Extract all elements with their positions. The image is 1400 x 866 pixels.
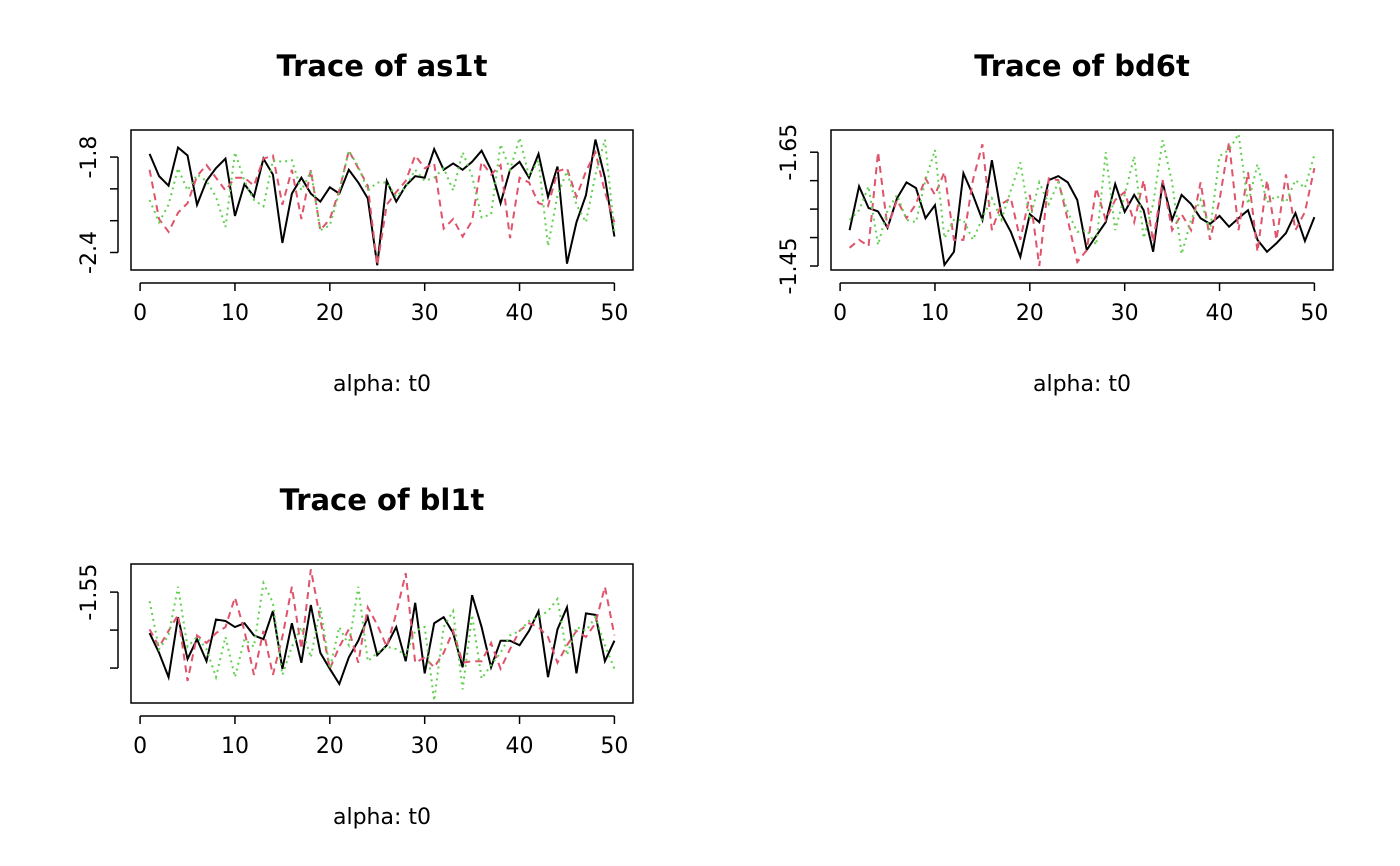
- x-tick-label: 10: [921, 301, 949, 326]
- y-tick-label: -1.8: [77, 136, 102, 179]
- y-tick-label: -1.55: [77, 564, 102, 621]
- x-tick-label: 50: [600, 734, 628, 759]
- x-tick-label: 0: [133, 734, 147, 759]
- x-tick-label: 30: [1111, 301, 1139, 326]
- x-tick-label: 10: [221, 734, 249, 759]
- trace-line: [148, 594, 616, 687]
- x-axis-label: alpha: t0: [1033, 372, 1131, 397]
- plot-box: [130, 563, 634, 704]
- trace-line: [848, 159, 1316, 268]
- x-tick-label: 40: [506, 734, 534, 759]
- trace-line: [148, 134, 616, 247]
- x-tick-label: 0: [833, 301, 847, 326]
- x-tick-label: 50: [1300, 301, 1328, 326]
- x-tick-label: 30: [411, 301, 439, 326]
- trace-line: [848, 141, 1316, 267]
- trace-line: [848, 131, 1316, 255]
- x-tick-label: 40: [506, 301, 534, 326]
- x-tick-label: 20: [316, 734, 344, 759]
- x-tick-label: 50: [600, 301, 628, 326]
- y-tick-label: -1.45: [777, 238, 802, 295]
- x-tick-label: 20: [316, 301, 344, 326]
- trace-line: [148, 579, 616, 701]
- x-tick-label: 0: [133, 301, 147, 326]
- x-tick-label: 20: [1016, 301, 1044, 326]
- chart-title: Trace of as1t: [277, 49, 488, 83]
- x-tick-label: 10: [221, 301, 249, 326]
- chart-title: Trace of bd6t: [974, 49, 1190, 83]
- x-axis-label: alpha: t0: [333, 372, 431, 397]
- trace-line: [148, 139, 616, 266]
- plot-box: [130, 129, 634, 271]
- x-axis-label: alpha: t0: [333, 805, 431, 830]
- plot-box: [830, 129, 1334, 271]
- y-tick-label: -1.65: [777, 124, 802, 181]
- chart-title: Trace of bl1t: [280, 483, 485, 517]
- y-tick-label: -2.4: [77, 231, 102, 274]
- x-tick-label: 30: [411, 734, 439, 759]
- trace-line: [148, 147, 616, 266]
- x-tick-label: 40: [1206, 301, 1234, 326]
